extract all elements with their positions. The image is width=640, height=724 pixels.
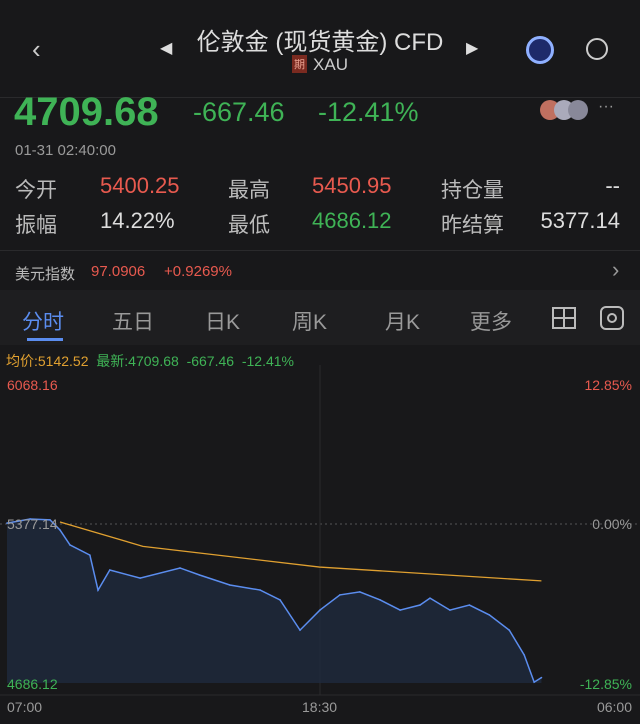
ai-assistant-icon[interactable]: [526, 36, 554, 64]
quote-time: 01-31 02:40:00: [15, 142, 116, 159]
x-label-start: 07:00: [7, 699, 43, 715]
y-top-label: 6068.16: [7, 377, 58, 393]
price-point: [540, 676, 543, 679]
stat-label: 昨结算: [441, 214, 504, 237]
price-point: [339, 594, 341, 596]
layout-grid-icon[interactable]: [552, 307, 576, 329]
stat-label: 今开: [15, 179, 57, 202]
watchers-avatars[interactable]: [540, 100, 592, 120]
stat-label: 最低: [228, 214, 270, 237]
price-point: [399, 609, 401, 611]
price-point: [523, 654, 526, 656]
stat-label: 振幅: [15, 214, 57, 237]
price-point: [449, 609, 451, 611]
chevron-right-icon: ›: [612, 257, 620, 282]
price-point: [359, 591, 361, 593]
price-point: [468, 604, 471, 606]
next-instrument-icon[interactable]: ▶: [466, 40, 479, 57]
price-change-pct: -12.41%: [318, 97, 419, 127]
futures-tag: 期: [292, 55, 308, 73]
price-point: [97, 589, 99, 591]
x-label-mid: 18:30: [302, 699, 338, 715]
tab-4[interactable]: 月K: [385, 311, 421, 334]
settings-icon[interactable]: [600, 306, 624, 330]
period-tabs: [0, 290, 640, 345]
stat-value: 5400.25: [100, 173, 180, 198]
price-point: [49, 519, 51, 521]
active-tab-indicator: [27, 338, 63, 341]
price-point: [109, 569, 111, 571]
price-point: [6, 522, 8, 524]
tab-3[interactable]: 周K: [292, 311, 328, 334]
pct-mid-label: 0.00%: [592, 516, 632, 532]
instrument-symbol: 期 XAU: [0, 55, 640, 75]
usd-index-value: 97.0906: [91, 263, 146, 280]
stat-value: --: [605, 173, 620, 198]
stat-value: 4686.12: [312, 208, 392, 233]
y-bottom-label: 4686.12: [7, 676, 58, 692]
price-point: [179, 567, 181, 569]
chart-info: 均价:5142.52 最新:4709.68 -667.46 -12.41%: [6, 351, 294, 371]
price-point: [89, 554, 91, 556]
avg-price: 均价:5142.52: [6, 353, 89, 369]
price-point: [419, 604, 421, 606]
symbol: XAU: [313, 55, 348, 74]
tab-0[interactable]: 分时: [22, 311, 64, 334]
price-point: [508, 629, 511, 631]
last-price: 4709.68: [14, 90, 159, 134]
x-label-end: 06:00: [596, 699, 632, 715]
price-point: [199, 574, 201, 576]
price-point: [429, 597, 431, 599]
usd-index-change: +0.9269%: [164, 263, 232, 280]
instrument-title: 伦敦金 (现货黄金) CFD: [196, 29, 444, 56]
search-icon[interactable]: [586, 38, 608, 60]
prev-instrument-icon[interactable]: ◀: [160, 40, 173, 57]
latest-change-pct: -12.41%: [241, 353, 294, 369]
more-icon[interactable]: ···: [598, 98, 614, 115]
price-point: [229, 584, 231, 586]
price-point: [299, 629, 301, 631]
stat-label: 持仓量: [441, 179, 504, 202]
stat-value: 14.22%: [100, 208, 175, 233]
intraday-chart[interactable]: [0, 365, 640, 724]
price-point: [279, 599, 281, 601]
pct-bottom-label: -12.85%: [579, 676, 632, 692]
stat-value: 5450.95: [312, 173, 392, 198]
stat-value: 5377.14: [540, 208, 620, 233]
avg-price-line: [59, 521, 542, 582]
price-point: [259, 589, 261, 591]
y-mid-label: 5377.14: [7, 516, 58, 532]
price-point: [488, 614, 491, 616]
pct-top-label: 12.85%: [584, 377, 632, 393]
tab-5[interactable]: 更多: [470, 311, 512, 334]
tab-2[interactable]: 日K: [205, 311, 241, 334]
price-change: -667.46: [193, 97, 285, 127]
price-point: [379, 599, 381, 601]
price-point: [59, 529, 61, 531]
price-point: [29, 518, 31, 520]
back-icon[interactable]: ‹: [32, 34, 41, 64]
price-point: [139, 577, 141, 579]
tab-1[interactable]: 五日: [112, 311, 154, 334]
latest-price: 最新:4709.68: [96, 353, 179, 369]
price-area: [7, 518, 542, 683]
price-point: [319, 609, 321, 611]
usd-index-label: 美元指数: [15, 266, 76, 283]
usd-index-row[interactable]: 美元指数 97.0906 +0.9269% ›: [0, 250, 640, 290]
latest-change: -667.46: [186, 353, 235, 369]
stat-label: 最高: [228, 179, 270, 202]
price-point: [533, 681, 535, 683]
top-bar: ‹ ◀ 伦敦金 (现货黄金) CFD 期 XAU ▶: [0, 0, 640, 98]
price-point: [69, 544, 71, 546]
